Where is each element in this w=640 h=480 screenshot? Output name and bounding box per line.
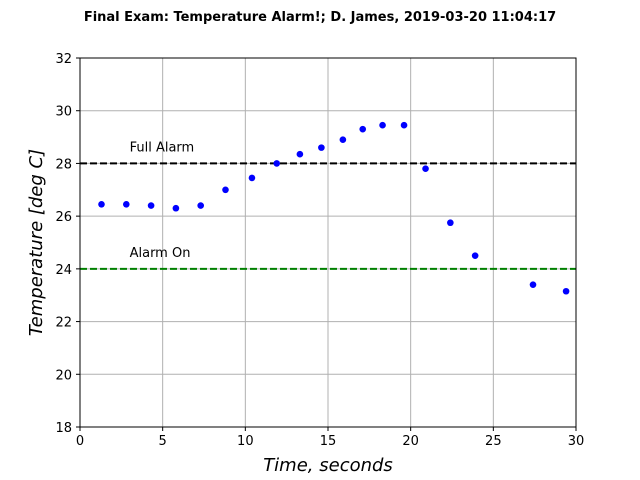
x-tick-label: 20 xyxy=(402,434,419,449)
data-point xyxy=(197,202,204,209)
y-tick-label: 22 xyxy=(55,316,72,331)
x-tick-label: 30 xyxy=(568,434,585,449)
x-axis-label: Time, seconds xyxy=(263,455,393,476)
x-tick-label: 5 xyxy=(159,434,167,449)
data-point xyxy=(359,125,367,133)
y-axis-label: Temperature [deg C] xyxy=(26,149,47,336)
x-tick-label: 25 xyxy=(485,434,502,449)
data-point xyxy=(379,121,386,129)
y-tick-label: 32 xyxy=(55,52,72,67)
data-point xyxy=(222,186,229,194)
data-points xyxy=(98,121,570,295)
x-tick-label: 15 xyxy=(320,434,337,449)
data-point xyxy=(122,200,130,208)
threshold-label: Alarm On xyxy=(130,246,191,261)
data-point xyxy=(400,121,408,129)
threshold-label: Full Alarm xyxy=(130,140,195,155)
data-point xyxy=(529,281,537,288)
x-tick-label: 0 xyxy=(76,434,84,449)
data-point xyxy=(339,136,347,144)
data-point xyxy=(98,200,105,208)
data-point xyxy=(447,219,454,227)
data-point xyxy=(471,252,479,259)
data-point xyxy=(147,202,155,209)
y-tick-label: 26 xyxy=(55,210,72,225)
y-tick-label: 28 xyxy=(55,157,72,172)
axis-ticks: 0 5 10 15 20 25 30 18 20 22 24 26 28 30 32 xyxy=(55,52,584,449)
data-point xyxy=(248,174,256,182)
y-tick-label: 24 xyxy=(55,263,72,278)
y-tick-label: 20 xyxy=(55,368,72,383)
data-point xyxy=(172,204,180,212)
x-tick-label: 10 xyxy=(237,434,254,449)
data-point xyxy=(318,144,325,151)
data-point xyxy=(562,287,570,295)
y-tick-label: 30 xyxy=(55,105,72,120)
y-tick-label: 18 xyxy=(55,421,72,436)
data-point xyxy=(296,150,304,158)
data-point xyxy=(422,165,429,172)
data-point xyxy=(273,160,281,167)
threshold-lines: Full Alarm Alarm On xyxy=(80,140,576,270)
grid-lines xyxy=(79,57,577,428)
chart-title: Final Exam: Temperature Alarm!; D. James… xyxy=(84,10,556,25)
